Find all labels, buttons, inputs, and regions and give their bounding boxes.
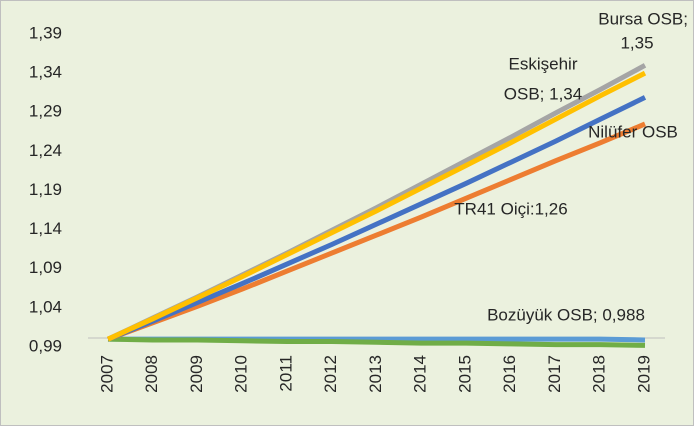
x-tick-label: 2009 (187, 355, 206, 393)
y-tick-label: 1,29 (29, 102, 62, 121)
series-line (107, 336, 646, 348)
y-tick-label: 1,09 (29, 258, 62, 277)
annotation: Bozüyük OSB; 0,988 (487, 305, 645, 324)
x-tick-label: 2017 (545, 355, 564, 393)
annotation: Eskişehir (509, 54, 578, 73)
y-tick-label: 0,99 (29, 336, 62, 355)
y-tick-label: 1,19 (29, 180, 62, 199)
series-line (107, 95, 647, 342)
y-tick-label: 1,24 (29, 141, 62, 160)
series-line (106, 70, 647, 342)
x-tick-label: 2019 (634, 355, 653, 393)
annotation: Nilüfer OSB (588, 122, 678, 141)
annotation: OSB; 1,34 (504, 84, 582, 103)
y-tick-label: 1,39 (29, 23, 62, 42)
x-tick-label: 2014 (411, 355, 430, 393)
y-tick-label: 1,34 (29, 63, 62, 82)
x-tick-label: 2012 (321, 355, 340, 393)
annotation: TR41 Oiçi:1,26 (454, 199, 567, 218)
y-tick-label: 1,04 (29, 297, 62, 316)
x-tick-label: 2008 (142, 355, 161, 393)
annotation: Bursa OSB; (598, 9, 688, 28)
x-tick-label: 2010 (232, 355, 251, 393)
x-tick-label: 2007 (97, 355, 116, 393)
x-tick-label: 2018 (590, 355, 609, 393)
x-tick-label: 2011 (276, 355, 295, 392)
x-tick-label: 2013 (366, 355, 385, 393)
x-tick-label: 2015 (455, 355, 474, 393)
annotation: 1,35 (620, 33, 653, 52)
x-tick-label: 2016 (500, 355, 519, 393)
series-line (107, 121, 646, 342)
y-tick-label: 1,14 (29, 219, 62, 238)
